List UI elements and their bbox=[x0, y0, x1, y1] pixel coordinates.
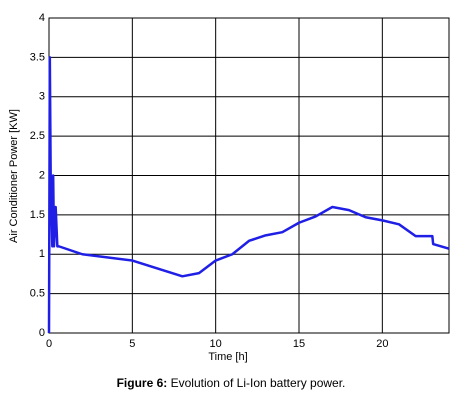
caption-text: Evolution of Li-Ion battery power. bbox=[171, 376, 346, 390]
y-tick-label: 4 bbox=[39, 12, 45, 24]
y-tick-label: 0 bbox=[39, 327, 45, 339]
y-tick-label: 2.5 bbox=[30, 130, 45, 142]
y-tick-label: 1.5 bbox=[30, 209, 45, 221]
y-tick-label: 3.5 bbox=[30, 51, 45, 63]
x-axis-label: Time [h] bbox=[208, 351, 247, 363]
x-tick-label: 10 bbox=[210, 338, 222, 350]
caption: Figure 6: Evolution of Li-Ion battery po… bbox=[117, 376, 346, 390]
y-tick-label: 3 bbox=[39, 91, 45, 103]
y-axis-label: Air Conditioner Power [KW] bbox=[8, 109, 20, 243]
x-tick-label: 5 bbox=[129, 338, 135, 350]
x-tick-label: 0 bbox=[46, 338, 52, 350]
x-tick-label: 15 bbox=[293, 338, 305, 350]
data-line bbox=[47, 56, 450, 334]
y-tick-label: 1 bbox=[39, 248, 45, 260]
x-tick-label: 20 bbox=[376, 338, 388, 350]
y-tick-label: 0.5 bbox=[30, 288, 45, 300]
caption-label: Figure 6: bbox=[117, 376, 168, 390]
y-tick-label: 2 bbox=[39, 169, 45, 181]
